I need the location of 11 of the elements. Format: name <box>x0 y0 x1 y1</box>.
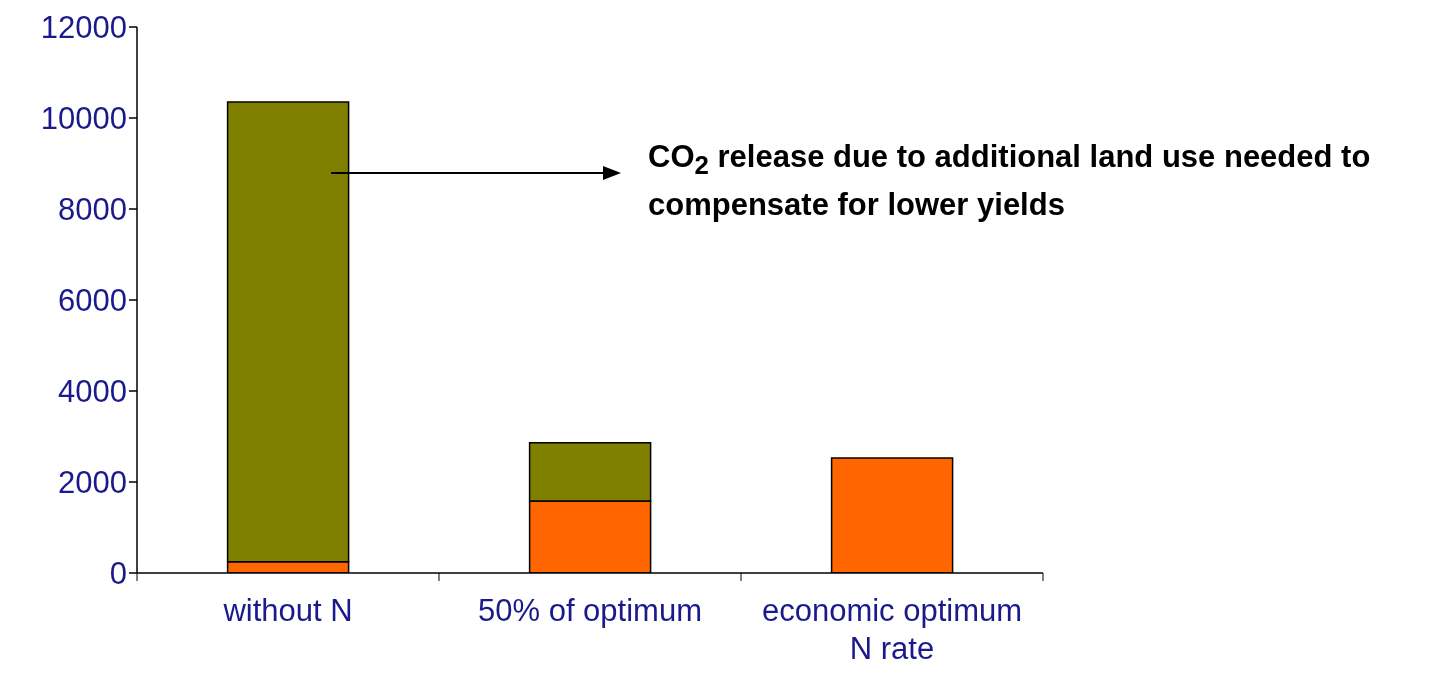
x-tick-label: without N <box>222 593 353 628</box>
y-tick-label: 12000 <box>40 10 127 46</box>
y-tick-label: 8000 <box>58 192 127 228</box>
x-tick-label: 50% of optimum <box>478 593 702 628</box>
y-tick-label: 2000 <box>58 465 127 501</box>
y-tick-label: 0 <box>109 556 127 592</box>
y-tick-label: 4000 <box>58 374 127 410</box>
y-tick-label: 6000 <box>58 283 127 319</box>
x-tick-label: economic optimum N rate <box>761 593 1023 666</box>
annotation: CO$_{2}$ release due to additional land use needed to compensate for lower yields <box>640 133 1420 230</box>
y-tick-label: 10000 <box>40 101 127 137</box>
